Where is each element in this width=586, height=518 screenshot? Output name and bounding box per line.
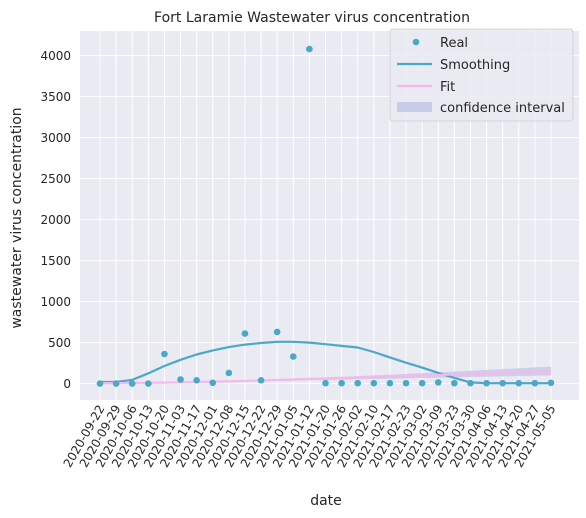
real-point [354, 379, 362, 387]
y-tick-label: 3500 [40, 90, 71, 104]
legend-real-label: Real [440, 36, 468, 51]
real-point [322, 379, 329, 387]
legend-real-marker [412, 38, 420, 46]
real-point [547, 379, 555, 387]
y-axis-label: wastewater virus concentration [9, 107, 25, 328]
legend-confidence-swatch [397, 102, 432, 112]
y-tick-label: 3000 [40, 131, 71, 145]
fit-line [99, 370, 552, 385]
real-point [177, 376, 184, 383]
real-point [128, 380, 136, 387]
real-point [289, 353, 297, 360]
real-point [209, 379, 217, 387]
chart-title: Fort Laramie Wastewater virus concentrat… [154, 10, 470, 26]
real-point [483, 379, 490, 387]
real-point [273, 328, 281, 336]
y-tick-label: 1500 [40, 254, 71, 268]
real-point [161, 350, 168, 358]
real-point [515, 379, 523, 387]
x-tick-labels: 2020-09-222020-09-292020-10-062020-10-13… [61, 402, 559, 469]
real-point [499, 379, 506, 387]
real-point [531, 379, 539, 387]
real-point [193, 377, 200, 384]
real-point [112, 380, 120, 387]
grid-layer [80, 31, 579, 400]
real-point [434, 379, 442, 386]
real-point [402, 379, 410, 387]
y-tick-label: 2000 [40, 213, 71, 227]
real-point [241, 330, 249, 337]
line-layer [99, 340, 552, 385]
legend: Real Smoothing Fit confidence interval [389, 28, 574, 122]
real-point [418, 379, 426, 387]
real-point [370, 379, 378, 387]
real-point [467, 379, 474, 387]
smoothing-line [100, 340, 551, 385]
real-point [338, 379, 345, 387]
legend-fit-label: Fit [440, 80, 455, 95]
y-tick-label: 2500 [40, 172, 71, 186]
real-point [225, 369, 233, 377]
x-axis-label: date [310, 493, 342, 509]
real-point [96, 380, 104, 387]
legend-frame [389, 28, 574, 122]
real-point [145, 380, 152, 387]
y-tick-label: 1000 [40, 295, 71, 309]
y-tick-label: 0 [63, 377, 71, 391]
y-tick-labels: 0 500 1000 1500 2000 2500 3000 3500 4000 [40, 49, 71, 391]
real-point [386, 379, 394, 387]
legend-confidence-label: confidence interval [440, 101, 565, 116]
real-point [257, 377, 265, 384]
real-point [451, 379, 458, 387]
y-tick-label: 500 [48, 336, 71, 350]
y-tick-label: 4000 [40, 49, 71, 63]
real-point [306, 45, 313, 53]
point-layer [96, 45, 555, 387]
legend-smoothing-label: Smoothing [440, 58, 510, 73]
